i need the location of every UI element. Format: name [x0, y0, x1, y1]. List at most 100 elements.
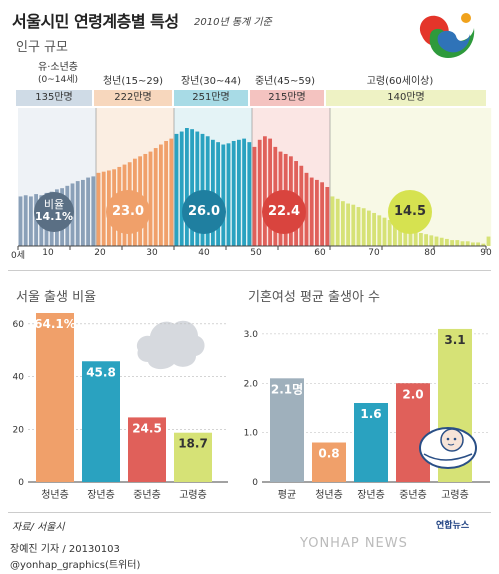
- age-bar: [486, 236, 491, 246]
- births-per-woman-title: 기혼여성 평균 출생아 수: [248, 290, 380, 305]
- age-bar: [237, 139, 241, 246]
- age-bar: [75, 181, 80, 246]
- age-bar: [242, 138, 246, 246]
- pop-banner-middle: 215만명: [250, 90, 324, 106]
- bar-중년층: [396, 383, 430, 482]
- seoul-map-icon: [136, 320, 205, 370]
- category-label: 청년층: [41, 489, 69, 501]
- pct-value-mid: 26.0: [187, 204, 221, 219]
- bar-value-label: 45.8: [86, 365, 116, 379]
- age-bar: [91, 176, 96, 246]
- bar-value-label: 0.8: [318, 447, 339, 461]
- bar-장년층: [354, 403, 388, 482]
- group-name-middle: 중년(45~59): [254, 76, 316, 87]
- pop-value-middle: 215만명: [268, 92, 306, 103]
- watermark: YONHAP NEWS: [300, 536, 408, 551]
- age-tick-10: 10: [42, 248, 54, 258]
- age-distribution-chart: [17, 108, 492, 250]
- bar-value-label: 1.6: [360, 407, 381, 421]
- age-bar: [18, 196, 23, 246]
- section-divider: [8, 270, 491, 271]
- category-label: 청년층: [315, 489, 343, 501]
- age-bar: [96, 172, 101, 246]
- age-bar: [174, 133, 179, 246]
- group-name-youth: 유·소년층: [38, 62, 78, 73]
- bar-고령층: [174, 432, 212, 482]
- age-bar: [413, 231, 418, 246]
- y-tick-label: 20: [13, 425, 25, 435]
- group-name-elder: 고령(60세이상): [366, 76, 434, 87]
- age-bar: [325, 187, 330, 246]
- age-bar: [367, 210, 371, 246]
- seoul-emblem-logo: [419, 13, 475, 58]
- age-bar: [445, 238, 449, 246]
- age-bar: [257, 139, 262, 246]
- age-bar: [29, 196, 33, 246]
- bar-value-label: 2.0: [402, 387, 423, 401]
- y-tick-label: 1.0: [244, 429, 259, 439]
- age-bar: [403, 227, 408, 246]
- age-bar: [455, 240, 460, 246]
- age-bar: [263, 136, 267, 246]
- age-tick-80: 80: [424, 248, 436, 258]
- age-bar: [434, 236, 439, 246]
- pct-label-youth: 비율: [43, 198, 65, 211]
- group-range-youth: (0~14세): [37, 75, 79, 85]
- bar-청년층: [36, 313, 74, 482]
- pct-circle-youth: 비율 14.1%: [34, 192, 74, 232]
- pct-value-elder: 14.5: [393, 204, 427, 219]
- group-name-mid: 장년(30~44): [180, 76, 242, 87]
- yonhap-logo-text: 연합뉴스: [436, 521, 470, 531]
- age-tick-0: 0세: [10, 251, 25, 261]
- pct-circle-middle: 22.4: [262, 190, 306, 234]
- baby-icon: [419, 427, 477, 469]
- age-bar: [481, 243, 486, 246]
- category-label: 고령층: [179, 489, 207, 501]
- pct-circle-young: 23.0: [106, 190, 150, 234]
- age-bar: [153, 148, 158, 246]
- y-tick-label: 0: [18, 478, 24, 488]
- category-label: 장년층: [87, 489, 115, 501]
- category-label: 장년층: [357, 489, 385, 501]
- bar-value-label: 2.1명: [271, 382, 303, 396]
- age-bar: [268, 138, 272, 246]
- age-bar: [226, 143, 231, 246]
- age-bar: [465, 241, 470, 246]
- y-tick-label: 2.0: [244, 379, 259, 389]
- watermark-text: YONHAP NEWS: [300, 536, 408, 551]
- footer-divider: [8, 512, 491, 513]
- age-bar: [190, 129, 194, 246]
- age-bar: [169, 138, 174, 246]
- pop-banner-mid: 251만명: [174, 90, 248, 106]
- pop-banner-youth: 135만명: [16, 90, 92, 106]
- age-bar: [23, 195, 28, 246]
- pop-value-young: 222만명: [114, 92, 152, 103]
- pop-value-mid: 251만명: [192, 92, 230, 103]
- age-bar: [398, 224, 402, 246]
- pop-value-youth: 135만명: [35, 92, 73, 103]
- age-tick-60: 60: [314, 248, 326, 258]
- age-bar: [450, 240, 454, 246]
- age-bar: [216, 142, 220, 246]
- age-bar: [164, 140, 168, 246]
- age-bar: [346, 203, 350, 246]
- pop-banner-elder: 140만명: [326, 90, 486, 106]
- age-bar: [315, 179, 319, 246]
- age-bar: [476, 242, 480, 246]
- y-tick-label: 0: [252, 478, 258, 488]
- age-bar: [372, 212, 376, 246]
- age-tick-70: 70: [368, 248, 380, 258]
- bar-value-label: 64.1%: [34, 317, 76, 331]
- age-tick-50: 50: [250, 248, 262, 258]
- age-bar: [101, 171, 106, 246]
- age-bar: [195, 131, 200, 246]
- age-bar: [320, 182, 324, 246]
- age-bar: [309, 177, 314, 246]
- age-bar: [393, 222, 397, 246]
- age-bar: [419, 233, 423, 246]
- age-bar: [460, 241, 465, 246]
- age-bar: [81, 179, 85, 246]
- age-bar: [424, 234, 428, 246]
- birth-ratio-title: 서울 출생 비율: [16, 290, 97, 305]
- bar-value-label: 18.7: [178, 437, 208, 451]
